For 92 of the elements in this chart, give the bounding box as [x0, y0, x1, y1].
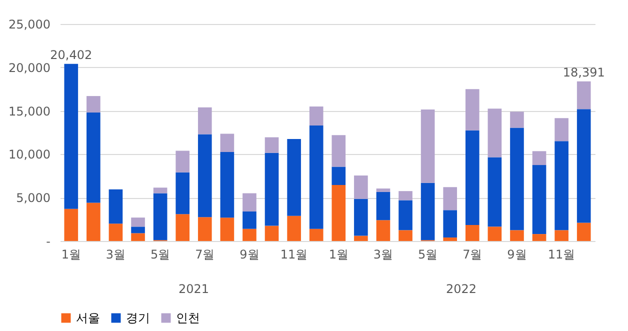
bar [354, 236, 368, 241]
bar [220, 134, 234, 152]
bar [576, 222, 591, 241]
bar [510, 230, 524, 241]
x-tick-label: 3월 [106, 248, 126, 262]
y-tick-label: 25,000 [8, 18, 50, 32]
bar [443, 210, 458, 238]
bar [264, 226, 279, 241]
total-label: 18,391 [562, 65, 605, 80]
bar [198, 217, 212, 241]
bar [532, 234, 546, 241]
bar [176, 150, 190, 172]
bar [532, 151, 546, 166]
bar [264, 152, 279, 226]
bar [376, 220, 390, 241]
bar [488, 108, 502, 158]
bar [332, 135, 346, 167]
bar [554, 141, 568, 230]
total-label: 20,402 [50, 48, 92, 62]
x-tick-label: 5월 [418, 248, 438, 262]
x-tick-label: 5월 [150, 248, 170, 262]
bar [287, 139, 301, 216]
bar [532, 165, 546, 234]
x-tick-label: 1월 [61, 248, 81, 262]
bar [488, 157, 502, 227]
bar [576, 109, 591, 223]
bar [309, 126, 324, 229]
legend-label: 인천 [176, 311, 200, 325]
text: 2022 [446, 282, 477, 296]
x-tick-label: 3월 [373, 248, 394, 262]
bar [488, 226, 502, 241]
bar [131, 226, 145, 234]
bar [465, 89, 480, 130]
bar [443, 187, 458, 210]
bar [86, 96, 100, 113]
bar [242, 193, 256, 212]
bar [354, 175, 368, 199]
bar [398, 200, 412, 230]
bar [198, 134, 212, 218]
bar [176, 172, 190, 214]
bar [376, 188, 390, 192]
y-tick-label: 5,000 [16, 191, 50, 206]
text: 2021 [178, 282, 210, 296]
x-tick-label: 7월 [462, 248, 482, 262]
bar [420, 110, 435, 183]
legend-label: 경기 [126, 311, 150, 325]
bar [153, 188, 168, 194]
bar [264, 137, 279, 153]
bar [131, 233, 145, 241]
y-tick-label: 10,000 [8, 148, 50, 162]
bar [554, 118, 568, 142]
bar [287, 216, 301, 241]
y-tick-label: - [46, 234, 50, 248]
bar [309, 228, 324, 241]
bar [198, 107, 212, 134]
bar [309, 106, 324, 126]
x-tick-label: 9월 [507, 248, 527, 262]
bar [510, 112, 524, 128]
bar [153, 193, 168, 240]
bar [443, 238, 458, 241]
y-tick-label: 15,000 [8, 104, 50, 118]
bar [398, 230, 412, 241]
bar [108, 224, 123, 241]
x-tick-label: 1월 [328, 248, 348, 262]
bar [242, 211, 256, 229]
bar [220, 218, 234, 241]
bar [332, 185, 346, 241]
bar [376, 192, 390, 220]
bar [64, 64, 78, 209]
bar [242, 228, 256, 241]
x-tick-label: 11월 [548, 248, 576, 262]
x-tick-label: 9월 [240, 248, 260, 262]
bar [86, 112, 100, 203]
x-tick-label: 7월 [195, 248, 215, 262]
bar [420, 182, 435, 240]
bar [576, 81, 591, 110]
bar [465, 224, 480, 241]
bar [554, 230, 568, 241]
bar [220, 152, 234, 218]
bar [108, 189, 123, 224]
bar [332, 166, 346, 186]
bar [86, 202, 100, 241]
bar [131, 218, 145, 227]
bar [354, 198, 368, 236]
bar [176, 214, 190, 241]
bar [510, 128, 524, 230]
bar [465, 130, 480, 225]
bar [64, 208, 78, 241]
bar [398, 191, 412, 200]
legend-label: 서울 [76, 311, 100, 325]
y-tick-label: 20,000 [8, 60, 50, 75]
x-tick-label: 11월 [280, 248, 308, 262]
